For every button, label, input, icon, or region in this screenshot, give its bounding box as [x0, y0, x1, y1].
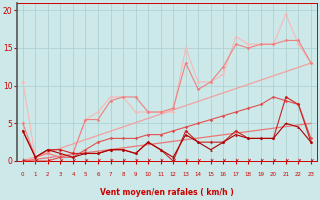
X-axis label: Vent moyen/en rafales ( km/h ): Vent moyen/en rafales ( km/h ) [100, 188, 234, 197]
